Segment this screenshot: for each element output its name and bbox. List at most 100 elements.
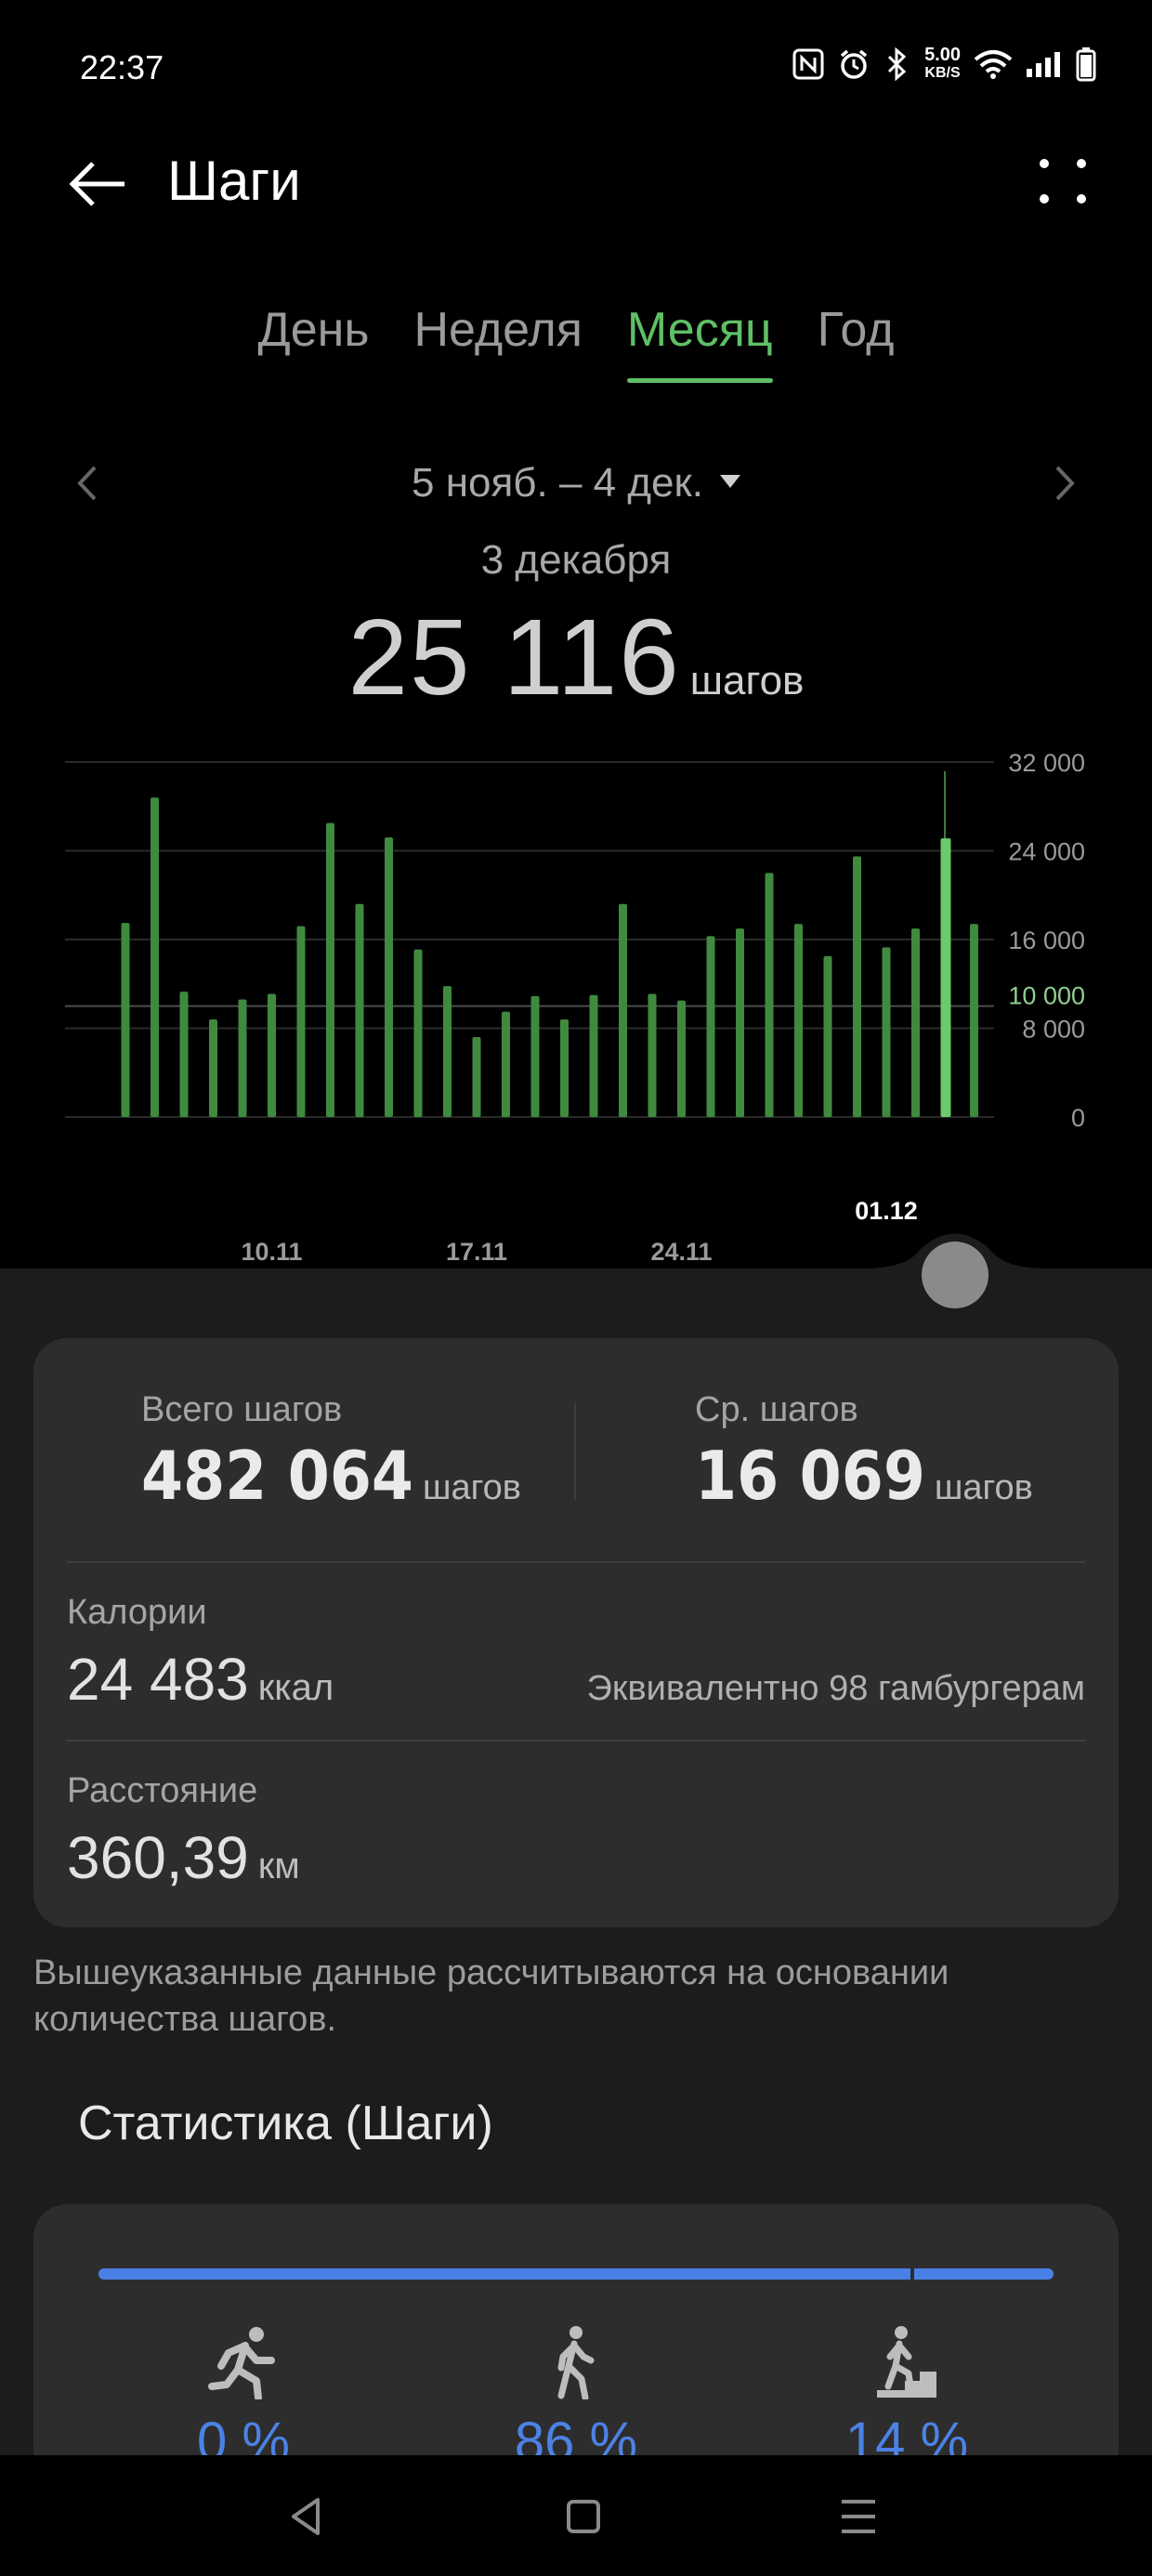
avg-steps: 16 069 шагов xyxy=(695,1437,1033,1515)
walking-icon xyxy=(557,2326,595,2399)
y-tick-label: 10 000 xyxy=(1008,982,1085,1010)
total-steps-value: 482 064 xyxy=(141,1437,413,1515)
distance: 360,39 км xyxy=(67,1823,300,1892)
chevron-left-icon xyxy=(77,466,97,501)
bar xyxy=(121,923,130,1117)
tab-year[interactable]: Год xyxy=(817,303,895,357)
x-tick-label: 01.12 xyxy=(855,1197,918,1225)
bar xyxy=(589,994,598,1117)
y-tick-label: 24 000 xyxy=(1008,838,1085,866)
tab-month[interactable]: Месяц xyxy=(605,302,795,386)
avg-steps-label: Ср. шагов xyxy=(695,1390,858,1429)
signal-icon xyxy=(1027,52,1060,77)
calories-unit: ккал xyxy=(257,1667,334,1708)
bar xyxy=(823,955,832,1117)
y-tick-label: 32 000 xyxy=(1008,749,1085,777)
chart-scrubber-handle[interactable] xyxy=(922,1242,988,1308)
speed-value: 5.00 xyxy=(924,45,961,65)
distance-value: 360,39 xyxy=(67,1824,249,1891)
nav-home-button[interactable] xyxy=(546,2479,621,2554)
bar xyxy=(413,949,423,1117)
previous-period-button[interactable] xyxy=(65,460,111,506)
summary-card xyxy=(33,1338,1119,1927)
bar xyxy=(677,1000,686,1117)
bar xyxy=(179,992,189,1117)
bar xyxy=(882,947,891,1117)
nav-home-icon xyxy=(567,2500,600,2533)
calories-label: Калории xyxy=(67,1593,207,1632)
alarm-icon xyxy=(840,49,868,79)
bar xyxy=(560,1019,569,1117)
back-button[interactable] xyxy=(65,151,132,217)
bar xyxy=(238,999,247,1117)
bar xyxy=(209,1019,217,1117)
steps-bar-chart[interactable]: 32 000 24 000 16 000 10 000 8 000 0 10.11 17.11… xyxy=(0,716,1152,1282)
tab-day[interactable]: День xyxy=(257,303,370,357)
divider xyxy=(67,1740,1085,1741)
tab-week[interactable]: Неделя xyxy=(413,303,583,357)
bar xyxy=(530,995,540,1117)
wifi-icon xyxy=(974,50,1013,79)
caret-down-icon xyxy=(719,475,740,489)
page-title: Шаги xyxy=(167,150,301,212)
nav-menu-icon xyxy=(842,2500,875,2533)
bar xyxy=(296,926,306,1117)
bar xyxy=(268,993,276,1117)
avg-steps-unit: шагов xyxy=(934,1468,1033,1507)
chevron-right-icon xyxy=(1055,466,1075,501)
bar xyxy=(151,797,159,1117)
bar xyxy=(326,822,334,1117)
y-tick-label: 0 xyxy=(1071,1104,1085,1132)
more-button[interactable] xyxy=(1029,151,1096,217)
bar xyxy=(853,856,861,1117)
status-icons: 5.00 KB/S xyxy=(792,46,1096,82)
x-tick-label: 10.11 xyxy=(241,1238,302,1266)
y-tick-label: 8 000 xyxy=(1022,1016,1085,1044)
selected-steps: 25 116 шагов xyxy=(0,595,1152,719)
data-note: Вышеуказанные данные рассчитываются на о… xyxy=(33,1953,949,2039)
nav-back-button[interactable] xyxy=(269,2479,344,2554)
running-icon xyxy=(208,2327,275,2399)
nav-menu-button[interactable] xyxy=(821,2479,896,2554)
x-tick-label: 17.11 xyxy=(446,1238,507,1266)
battery-icon xyxy=(1076,47,1096,82)
activity-split-marker xyxy=(910,2266,914,2282)
y-tick-label: 16 000 xyxy=(1008,927,1085,954)
total-steps-label: Всего шагов xyxy=(141,1390,343,1429)
status-time: 22:37 xyxy=(80,48,164,86)
total-steps-unit: шагов xyxy=(422,1468,521,1507)
x-tick-label: 24.11 xyxy=(650,1238,712,1266)
stairs-climbing-icon xyxy=(877,2326,936,2398)
bar xyxy=(736,928,744,1117)
bar xyxy=(794,924,803,1117)
selected-date: 3 декабря xyxy=(480,537,672,583)
bluetooth-icon xyxy=(888,47,907,81)
next-period-button[interactable] xyxy=(1041,460,1087,506)
network-speed: 5.00 KB/S xyxy=(924,46,961,82)
arrow-left-icon xyxy=(69,162,124,206)
avg-steps-value: 16 069 xyxy=(695,1437,925,1515)
bar xyxy=(706,936,715,1117)
bar xyxy=(911,928,920,1117)
date-range-label: 5 нояб. – 4 дек. xyxy=(412,460,703,506)
bar xyxy=(648,993,657,1117)
stats-section-title: Статистика (Шаги) xyxy=(78,2096,493,2150)
calories-value: 24 483 xyxy=(67,1646,249,1713)
bar xyxy=(940,838,951,1117)
date-range-selector[interactable]: 5 нояб. – 4 дек. xyxy=(0,460,1152,506)
calories-equivalent: Эквивалентно 98 гамбургерам xyxy=(586,1669,1086,1708)
bar xyxy=(385,837,393,1117)
system-navigation-bar xyxy=(0,2455,1152,2576)
bar xyxy=(619,903,627,1117)
selected-steps-unit: шагов xyxy=(689,658,805,703)
distance-unit: км xyxy=(257,1846,300,1886)
bar xyxy=(443,986,452,1117)
more-vertical-icon xyxy=(1040,159,1086,204)
bar xyxy=(355,903,364,1117)
divider xyxy=(574,1403,576,1500)
nav-back-icon xyxy=(292,2498,320,2535)
total-steps: 482 064 шагов xyxy=(141,1437,521,1515)
bar xyxy=(765,873,774,1117)
speed-unit: KB/S xyxy=(924,65,961,81)
selected-steps-value: 25 116 xyxy=(347,597,681,717)
